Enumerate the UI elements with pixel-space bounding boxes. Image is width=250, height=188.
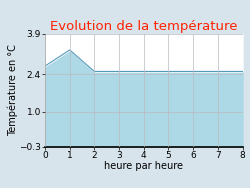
Title: Evolution de la température: Evolution de la température xyxy=(50,20,238,33)
Y-axis label: Température en °C: Température en °C xyxy=(7,44,18,136)
X-axis label: heure par heure: heure par heure xyxy=(104,161,183,171)
